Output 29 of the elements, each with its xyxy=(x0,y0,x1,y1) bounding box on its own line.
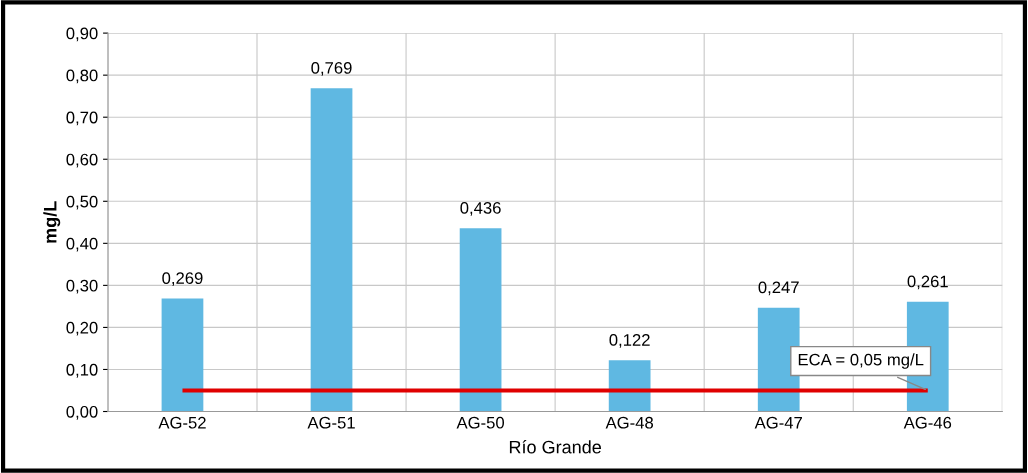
x-tick-label: AG-47 xyxy=(754,416,802,429)
y-axis-title: mg/L xyxy=(43,201,61,243)
y-tick-label: 0,30 xyxy=(66,279,98,294)
x-tick-label: AG-46 xyxy=(903,416,952,429)
y-tick-label: 0,50 xyxy=(66,195,98,210)
bar xyxy=(310,88,353,412)
y-tick-label: 0,00 xyxy=(66,405,98,420)
bar xyxy=(459,228,502,412)
data-label: 0,247 xyxy=(758,281,799,296)
y-tick-label: 0,90 xyxy=(66,27,98,42)
y-tick-label: 0,40 xyxy=(66,237,98,252)
x-tick-label: AG-48 xyxy=(605,416,654,429)
y-tick-label: 0,20 xyxy=(66,321,98,336)
ref-line-label: ECA = 0,05 mg/L xyxy=(798,353,924,369)
data-label: 0,269 xyxy=(162,272,203,286)
data-label: 0,436 xyxy=(460,201,501,216)
bar xyxy=(161,298,204,412)
x-tick-label: AG-52 xyxy=(158,416,206,429)
y-tick-label: 0,10 xyxy=(66,363,98,378)
bar xyxy=(608,360,651,412)
data-label: 0,769 xyxy=(311,61,352,76)
y-tick-label: 0,80 xyxy=(66,69,98,84)
data-label: 0,261 xyxy=(907,275,948,290)
y-tick-label: 0,60 xyxy=(66,153,98,168)
data-label: 0,122 xyxy=(609,334,650,348)
x-tick-label: AG-50 xyxy=(456,416,505,429)
x-tick-label: AG-51 xyxy=(307,416,355,429)
x-axis-title: Río Grande xyxy=(509,440,601,454)
y-tick-label: 0,70 xyxy=(66,111,98,126)
